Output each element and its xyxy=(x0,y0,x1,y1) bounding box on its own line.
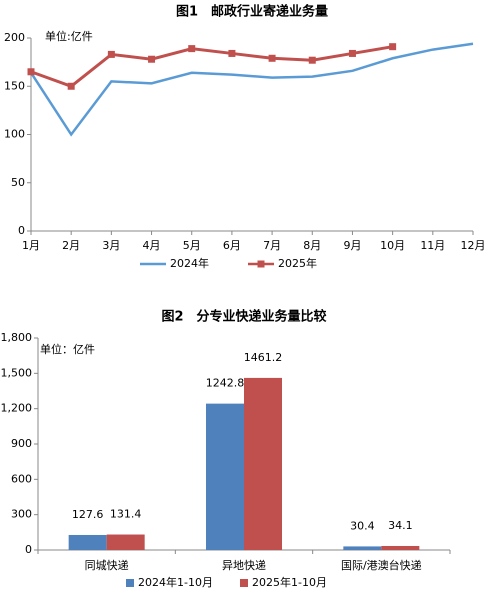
x-tick-label: 4月 xyxy=(143,239,161,252)
value-label: 1242.8 xyxy=(206,377,245,390)
chart-title: 图2 分专业快递业务量比较 xyxy=(161,309,326,325)
bar xyxy=(381,545,420,550)
legend-label: 2025年1-10月 xyxy=(252,575,327,589)
bar xyxy=(206,403,244,550)
line-series xyxy=(30,45,393,88)
x-tick-label: 异地快递 xyxy=(222,558,266,572)
line-series xyxy=(29,42,474,137)
legend-label: 2024年1-10月 xyxy=(138,575,213,589)
x-tick-label: 12月 xyxy=(461,239,486,252)
x-tick-label: 8月 xyxy=(303,239,321,252)
marker xyxy=(188,45,196,53)
annotation: 单位:亿件 xyxy=(45,29,93,43)
bar xyxy=(106,534,145,550)
chart-title: 图1 邮政行业寄递业务量 xyxy=(176,4,328,20)
marker xyxy=(389,43,397,51)
x-tick-label: 9月 xyxy=(343,239,361,252)
y-tick-label: 100 xyxy=(4,128,25,141)
x-tick-label: 同城快递 xyxy=(85,558,129,572)
y-tick-label: 0 xyxy=(18,224,25,237)
legend-marker xyxy=(257,260,265,268)
bar xyxy=(244,377,282,550)
y-tick-label: 0 xyxy=(25,543,32,556)
x-tick-label: 5月 xyxy=(183,239,201,252)
x-tick-label: 7月 xyxy=(263,239,281,252)
marker xyxy=(228,49,236,57)
marker xyxy=(308,56,316,64)
y-tick-label: 1,500 xyxy=(1,366,33,379)
y-tick-label: 600 xyxy=(11,472,32,485)
legend-swatch xyxy=(126,579,134,587)
marker xyxy=(27,68,35,76)
marker xyxy=(148,55,156,63)
y-tick-label: 200 xyxy=(4,31,25,44)
annotation: 单位：亿件 xyxy=(40,342,95,356)
x-tick-label: 11月 xyxy=(420,239,445,252)
value-label: 131.4 xyxy=(110,508,142,521)
x-tick-label: 2月 xyxy=(62,239,80,252)
marker xyxy=(348,49,356,57)
value-label: 127.6 xyxy=(72,508,104,521)
legend-label: 2024年 xyxy=(170,256,209,270)
x-tick-label: 10月 xyxy=(380,239,405,252)
y-tick-label: 50 xyxy=(11,176,25,189)
bar xyxy=(68,534,107,550)
legend-label: 2025年 xyxy=(278,256,317,270)
value-label: 30.4 xyxy=(350,519,375,532)
x-tick-label: 1月 xyxy=(22,239,40,252)
x-tick-label: 国际/港澳台快递 xyxy=(341,558,422,572)
value-label: 1461.2 xyxy=(244,351,283,364)
legend-swatch xyxy=(240,579,248,587)
marker xyxy=(268,54,276,62)
x-tick-label: 3月 xyxy=(102,239,120,252)
y-tick-label: 900 xyxy=(11,437,32,450)
y-tick-label: 300 xyxy=(11,508,32,521)
bar xyxy=(343,546,382,550)
y-tick-label: 1,200 xyxy=(1,402,33,415)
x-tick-label: 6月 xyxy=(223,239,241,252)
y-tick-label: 1,800 xyxy=(1,331,33,344)
y-tick-label: 150 xyxy=(4,79,25,92)
value-label: 34.1 xyxy=(388,519,413,532)
marker xyxy=(107,50,115,58)
marker xyxy=(67,82,75,90)
